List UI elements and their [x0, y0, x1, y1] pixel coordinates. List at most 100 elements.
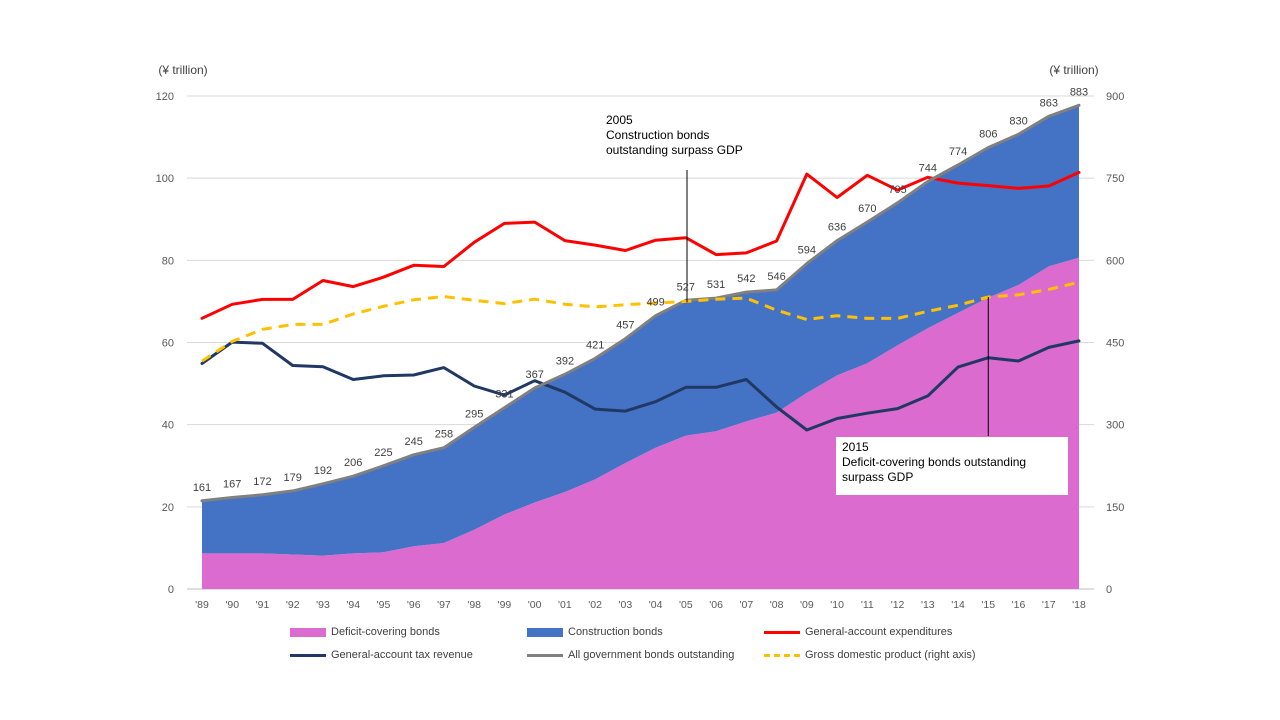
legend-swatch — [764, 630, 800, 634]
right-axis-unit: (¥ trillion) — [1049, 63, 1098, 77]
annotation-2015-line-1: 2015 — [842, 440, 869, 454]
data-label: 806 — [979, 128, 997, 140]
data-label: 744 — [919, 162, 937, 174]
legend-item: All government bonds outstanding — [527, 649, 734, 661]
right-axis-tick-label: 150 — [1106, 502, 1124, 514]
x-axis-tick-label: '16 — [1012, 599, 1026, 611]
data-label: 258 — [435, 429, 453, 441]
right-axis-tick-label: 0 — [1106, 584, 1112, 596]
right-axis-tick-label: 900 — [1106, 91, 1124, 103]
x-axis-tick-label: '92 — [286, 599, 300, 611]
annotation-2005-line-2: Construction bonds — [606, 128, 710, 142]
data-labels: 161 167 172 179 192 206 225 245 258 295 331 367 392 4… — [193, 86, 1088, 493]
data-label: 421 — [586, 339, 604, 351]
data-label: 367 — [525, 369, 543, 381]
legend-label: All government bonds outstanding — [568, 649, 735, 661]
x-axis-tick-label: '00 — [528, 599, 542, 611]
legend-swatch — [290, 627, 326, 637]
x-axis-tick-label: '07 — [740, 599, 754, 611]
x-axis-tick-label: '14 — [951, 599, 965, 611]
legend-swatch — [527, 653, 563, 657]
x-axis-tick-label: '17 — [1042, 599, 1056, 611]
x-axis-tick-label: '06 — [709, 599, 723, 611]
x-axis-tick-label: '15 — [981, 599, 995, 611]
annotation-2005-line-3: outstanding surpass GDP — [606, 143, 743, 157]
x-axis-tick-label: '99 — [498, 599, 512, 611]
annotation-2015: 2015 Deficit-covering bonds outstanding … — [836, 437, 1068, 495]
left-axis-tick-label: 60 — [162, 338, 174, 350]
data-label: 830 — [1009, 115, 1027, 127]
x-axis-tick-label: '11 — [861, 599, 874, 611]
data-label: 594 — [798, 245, 816, 257]
stacked-areas — [202, 105, 1079, 589]
annotation-2015-line-2: Deficit-covering bonds outstanding — [842, 455, 1027, 469]
data-label: 192 — [314, 465, 332, 477]
x-axis-tick-label: '89 — [195, 599, 209, 611]
annotation-2005-line-1: 2005 — [606, 113, 633, 127]
legend-item: Gross domestic product (right axis) — [764, 649, 976, 661]
legend-item: Deficit-covering bonds — [290, 626, 440, 638]
annotation-leader-lines — [686, 170, 989, 436]
data-label: 546 — [767, 271, 785, 283]
data-label: 172 — [253, 476, 271, 488]
x-axis-tick-label: '90 — [225, 599, 239, 611]
legend-label: General-account tax revenue — [331, 649, 473, 661]
left-axis-tick-label: 0 — [168, 584, 174, 596]
legend-label: Construction bonds — [568, 626, 663, 638]
left-axis-tick-label: 80 — [162, 255, 174, 267]
legend-label: General-account expenditures — [805, 626, 953, 638]
area-construction-bonds — [202, 105, 1079, 556]
left-axis-unit: (¥ trillion) — [158, 63, 207, 77]
data-label: 457 — [616, 320, 634, 332]
x-axis-tick-label: '91 — [256, 599, 270, 611]
x-axis-tick-label: '12 — [891, 599, 905, 611]
legend-swatch — [764, 653, 800, 657]
data-label: 531 — [707, 279, 725, 291]
x-axis-tick-label: '09 — [800, 599, 814, 611]
x-axis-tick-label: '98 — [467, 599, 481, 611]
x-axis-tick-label: '97 — [437, 599, 451, 611]
data-label: 527 — [677, 281, 695, 293]
annotation-2015-line-3: surpass GDP — [842, 470, 914, 484]
x-axis-tick-label: '10 — [830, 599, 844, 611]
data-label: 331 — [495, 389, 513, 401]
data-label: 863 — [1040, 97, 1058, 109]
data-label: 774 — [949, 146, 967, 158]
axes: 0 20 40 60 80 100 120 0 150 300 450 600 750 900 '89 '90… — [156, 91, 1125, 611]
area-deficit-covering-bonds — [202, 257, 1079, 589]
left-axis-tick-label: 100 — [156, 173, 174, 185]
data-label: 206 — [344, 457, 362, 469]
data-label: 179 — [284, 472, 302, 484]
line-all-government-bonds-outstanding — [200, 103, 1081, 503]
legend-swatch — [290, 653, 326, 657]
data-label: 670 — [858, 203, 876, 215]
data-label: 636 — [828, 222, 846, 234]
x-axis-tick-label: '93 — [316, 599, 330, 611]
x-axis-tick-label: '03 — [619, 599, 633, 611]
x-axis-tick-label: '04 — [649, 599, 663, 611]
x-axis-tick-label: '94 — [346, 599, 360, 611]
left-axis-tick-label: 40 — [162, 420, 174, 432]
data-label: 161 — [193, 482, 211, 494]
right-axis-tick-label: 450 — [1106, 338, 1124, 350]
data-label: 167 — [223, 479, 241, 491]
data-label: 499 — [646, 297, 664, 309]
right-axis-tick-label: 300 — [1106, 420, 1124, 432]
x-axis-tick-label: '08 — [770, 599, 784, 611]
x-axis-tick-label: '02 — [588, 599, 602, 611]
right-axis-tick-label: 750 — [1106, 173, 1124, 185]
legend-item: General-account expenditures — [764, 626, 952, 638]
legend-label: Deficit-covering bonds — [331, 626, 440, 638]
series-lines — [200, 103, 1081, 503]
data-label: 295 — [465, 408, 483, 420]
data-label: 392 — [556, 355, 574, 367]
x-axis-tick-label: '96 — [407, 599, 421, 611]
right-axis-tick-label: 600 — [1106, 255, 1124, 267]
left-axis-tick-label: 20 — [162, 502, 174, 514]
legend-item: General-account tax revenue — [290, 649, 473, 661]
x-axis-tick-label: '18 — [1072, 599, 1086, 611]
data-label: 245 — [405, 436, 423, 448]
data-label: 705 — [888, 184, 906, 196]
x-axis-tick-label: '05 — [679, 599, 693, 611]
